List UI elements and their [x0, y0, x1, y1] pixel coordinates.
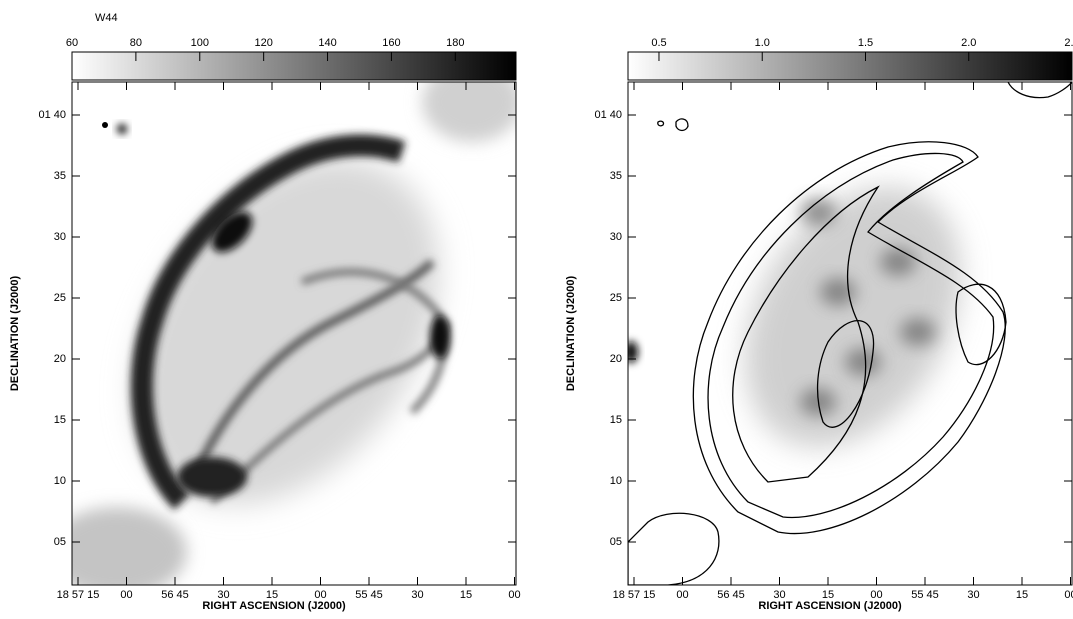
emission	[845, 348, 881, 376]
y-tick-label: 15	[54, 414, 66, 426]
emission	[177, 457, 247, 497]
x-tick-label: 00	[1064, 589, 1073, 601]
x-tick-label: 56 45	[161, 589, 189, 601]
x-axis-title: RIGHT ASCENSION (J2000)	[758, 600, 902, 612]
x-tick-label: 55 45	[355, 589, 383, 601]
contour	[1008, 82, 1072, 98]
colorbar-tick-label: 2.5	[1064, 37, 1073, 49]
y-tick-label: 15	[610, 414, 622, 426]
emission	[430, 315, 450, 359]
y-tick-label: 25	[54, 292, 66, 304]
x-tick-label: 15	[1016, 589, 1028, 601]
figure: 60 80 100 120 140 160 180 W44 18 57 15 00 56 45 30 1…	[0, 0, 1073, 614]
colorbar-tick-label: 80	[130, 37, 142, 49]
y-tick-label: 01 40	[38, 109, 66, 121]
contour	[956, 284, 1006, 364]
y-tick-label: 10	[610, 475, 622, 487]
point-source	[117, 124, 127, 134]
contour	[676, 119, 688, 131]
y-tick-label: 05	[610, 536, 622, 548]
y-tick-label: 01 40	[594, 109, 622, 121]
colorbar-tick-label: 1.5	[858, 37, 873, 49]
x-tick-label: 55 45	[911, 589, 939, 601]
y-tick-label: 05	[54, 536, 66, 548]
x-tick-label: 18 57 15	[57, 589, 100, 601]
point-source	[102, 122, 108, 128]
colorbar-tick-label: 0.5	[651, 37, 666, 49]
y-tick-label: 35	[54, 170, 66, 182]
image	[47, 62, 522, 597]
panel: 0.5 1.0 1.5 2.0 2.5 18 57 15 00 56 45 30 15 00 55 4…	[565, 37, 1073, 612]
y-tick-label: 30	[54, 231, 66, 243]
x-tick-label: 18 57 15	[613, 589, 656, 601]
y-tick-label: 30	[610, 231, 622, 243]
colorbar	[72, 52, 516, 80]
x-tick-label: 00	[508, 589, 520, 601]
colorbar-tick-label: 120	[254, 37, 272, 49]
x-tick-label: 15	[460, 589, 472, 601]
page: {"chart_data": [ {"type": "image", "titl…	[0, 0, 1073, 614]
point-source	[624, 341, 638, 363]
x-tick-label: 00	[676, 589, 688, 601]
y-tick-label: 10	[54, 475, 66, 487]
x-tick-label: 30	[967, 589, 979, 601]
contour	[658, 121, 664, 126]
image-content	[47, 62, 522, 597]
colorbar-tick-label: 160	[382, 37, 400, 49]
emission	[900, 318, 936, 346]
x-tick-label: 30	[411, 589, 423, 601]
emission	[701, 148, 1006, 485]
colorbar-tick-label: 100	[191, 37, 209, 49]
colorbar-tick-label: 180	[446, 37, 464, 49]
colorbar-tick-label: 1.0	[755, 37, 770, 49]
y-tick-label: 25	[610, 292, 622, 304]
contour	[628, 513, 719, 585]
y-axis-title: DECLINATION (J2000)	[9, 276, 21, 392]
x-axis-title: RIGHT ASCENSION (J2000)	[202, 600, 346, 612]
y-tick-label: 35	[610, 170, 622, 182]
image-content	[624, 82, 1072, 585]
colorbar-tick-label: 140	[318, 37, 336, 49]
y-tick-label: 20	[610, 353, 622, 365]
x-tick-label: 00	[120, 589, 132, 601]
colorbar	[628, 52, 1072, 80]
emission	[47, 507, 187, 597]
x-tick-label: 56 45	[717, 589, 745, 601]
colorbar-tick-label: 2.0	[961, 37, 976, 49]
colorbar-tick-label: 60	[66, 37, 78, 49]
image	[624, 82, 1072, 585]
chart-title: W44	[95, 12, 118, 24]
panel: 60 80 100 120 140 160 180 W44 18 57 15 00 56 45 30 1…	[9, 12, 522, 612]
y-axis-title: DECLINATION (J2000)	[565, 276, 577, 392]
emission	[880, 248, 916, 276]
y-tick-label: 20	[54, 353, 66, 365]
